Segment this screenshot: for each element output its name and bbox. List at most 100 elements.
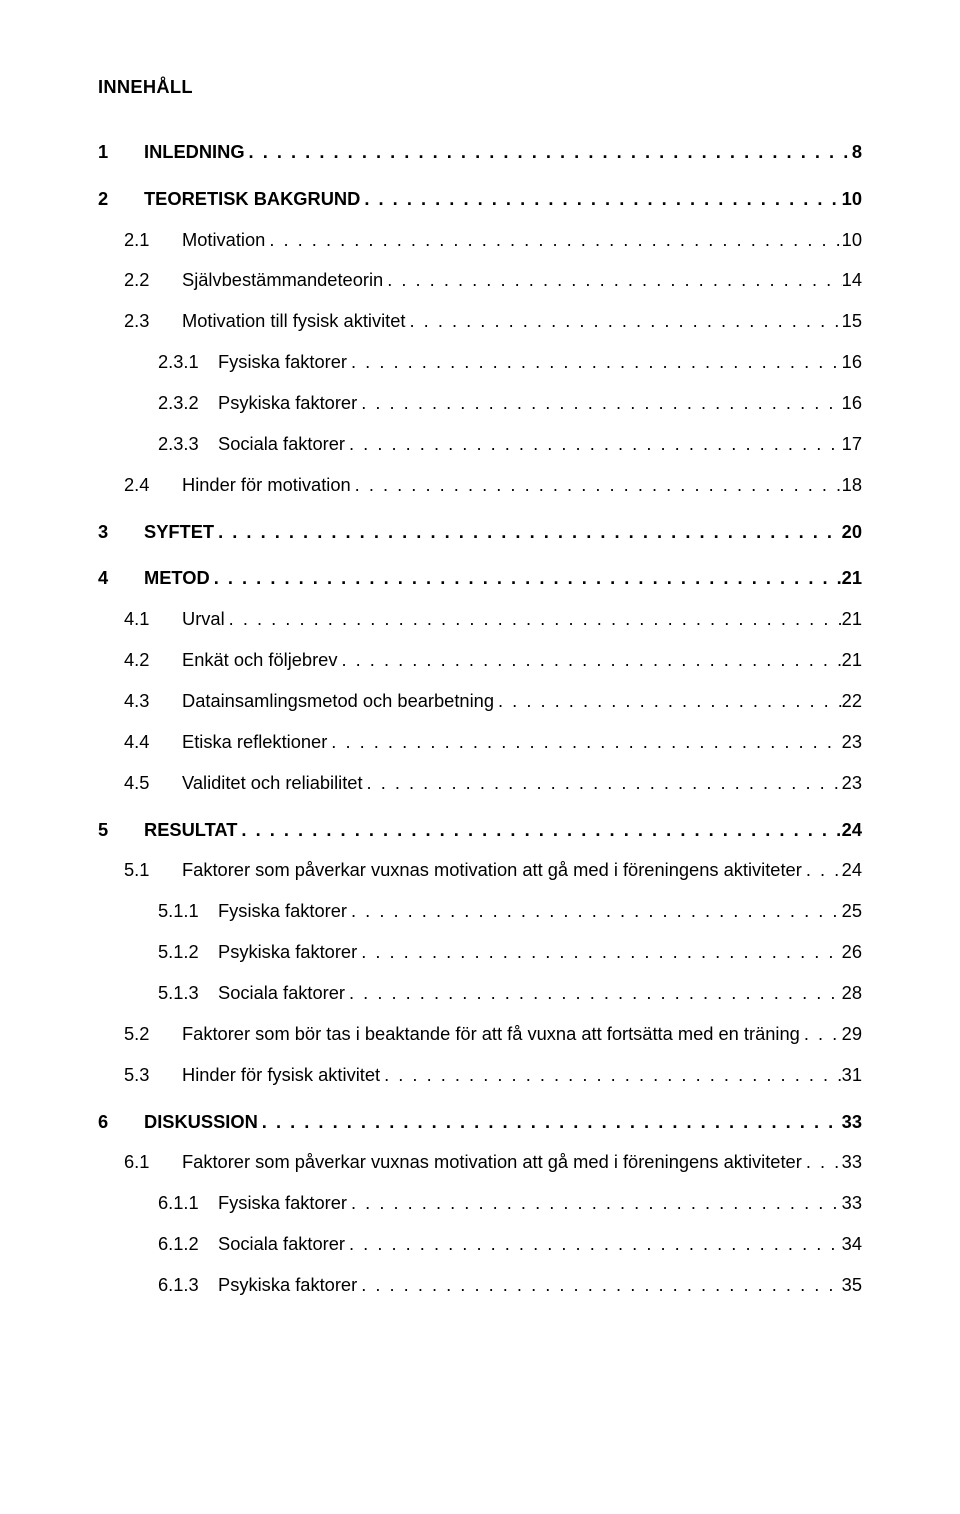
toc-entry: 4.2Enkät och följebrev. . . . . . . . . …	[98, 649, 862, 672]
toc-entry-text: Motivation till fysisk aktivitet	[182, 310, 406, 331]
toc-entry-number: 4.1	[124, 608, 168, 631]
toc-entry: 2.4 Hinder för motivation. . . . . . . . …	[98, 474, 862, 497]
toc-entry-leader: . . . . . . . . . . . . . . . . . . . . …	[494, 690, 842, 713]
toc-entry-page: 33	[842, 1111, 862, 1134]
toc-entry: 6.1.2Sociala faktorer. . . . . . . . . .…	[98, 1233, 862, 1256]
toc-entry: 5.3 Hinder för fysisk aktivitet. . . . . …	[98, 1064, 862, 1087]
toc-entry-leader: . . . . . . . . . . . . . . . . . . . . …	[327, 731, 841, 754]
toc-entry-number: 2.4	[124, 474, 168, 497]
toc-entry-text: Hinder för fysisk aktivitet	[182, 1064, 380, 1085]
toc-entry-text: RESULTAT	[144, 819, 237, 840]
toc-entry-number: 6.1.2	[158, 1233, 214, 1256]
toc-entry-label: 2TEORETISK BAKGRUND	[98, 188, 360, 211]
toc-entry-page: 26	[842, 941, 862, 964]
toc-entry-leader: . . . . . . . . . . . . . . . . . . . . …	[258, 1111, 842, 1134]
toc-entry-leader: . . . . . . . . . . . . . . . . . . . . …	[347, 1192, 842, 1215]
toc-entry-page: 21	[842, 608, 862, 631]
toc-entry-label: 5 RESULTAT	[98, 819, 237, 842]
toc-entry-leader: . . . . . . . . . . . . . . . . . . . . …	[380, 1064, 842, 1087]
toc-entry-label: 5.1.1Fysiska faktorer	[158, 900, 347, 923]
toc-entry-page: 24	[842, 859, 862, 882]
toc-entry-label: 2.3.2Psykiska faktorer	[158, 392, 357, 415]
toc-entry-label: 4.2 Enkät och följebrev	[124, 649, 337, 672]
toc-entry-page: 14	[842, 269, 862, 292]
toc-entry-number: 5.3	[124, 1064, 168, 1087]
toc-entry-leader: . . . . . . . . . . . . . . . . . . . . …	[345, 433, 842, 456]
toc-entry-text: Självbestämmandeteorin	[182, 269, 383, 290]
toc-entry-leader: . . . . . . . . . . . . . . . . . . . . …	[347, 351, 842, 374]
toc-entry: 1INLEDNING. . . . . . . . . . . . . . . …	[98, 141, 862, 164]
toc-entry-number: 5.1	[124, 859, 168, 882]
toc-entry: 6.1 Faktorer som påverkar vuxnas motivati…	[98, 1151, 862, 1174]
toc-entry-leader: . . . . . . . . . . . . . . . . . . . . …	[345, 1233, 842, 1256]
toc-entry-number: 2.3	[124, 310, 168, 333]
toc-entry-label: 2.3 Motivation till fysisk aktivitet	[124, 310, 406, 333]
toc-entry-text: Sociala faktorer	[218, 1233, 345, 1254]
toc-entry: 4.4Etiska reflektioner. . . . . . . . . …	[98, 731, 862, 754]
toc-entry: 3 SYFTET. . . . . . . . . . . . . . . . .…	[98, 521, 862, 544]
toc-entry-number: 6.1	[124, 1151, 168, 1174]
toc-entry-text: TEORETISK BAKGRUND	[144, 188, 360, 209]
toc-entry-label: 6.1.1Fysiska faktorer	[158, 1192, 347, 1215]
toc-entry-leader: . . . . . . . . . . . . . . . . . . . . …	[237, 819, 841, 842]
toc-entry-text: INLEDNING	[144, 141, 245, 162]
toc-entry-number: 5.1.3	[158, 982, 214, 1005]
toc-entry: 5.1 Faktorer som påverkar vuxnas motivati…	[98, 859, 862, 882]
toc-entry-leader: . . . . . . . . . . . . . . . . . . . . …	[345, 982, 842, 1005]
toc-entry: 4METOD. . . . . . . . . . . . . . . . . …	[98, 567, 862, 590]
toc-entry: 4.1 Urval. . . . . . . . . . . . . . . . …	[98, 608, 862, 631]
toc-entry-leader: . . . . . . . . . . . . . . . . . . . . …	[802, 859, 842, 882]
toc-entry-leader: . . . . . . . . . . . . . . . . . . . . …	[800, 1023, 842, 1046]
toc-entry-number: 2.3.2	[158, 392, 214, 415]
toc-entry-number: 2.2	[124, 269, 168, 292]
toc-entry-text: Faktorer som påverkar vuxnas motivation …	[182, 859, 802, 880]
toc-entry-label: 1INLEDNING	[98, 141, 245, 164]
toc-entry: 2.3.2Psykiska faktorer. . . . . . . . . …	[98, 392, 862, 415]
toc-entry-number: 5.1.2	[158, 941, 214, 964]
toc-entry-number: 4.4	[124, 731, 168, 754]
toc-entry-page: 29	[842, 1023, 862, 1046]
toc-entry: 2.3.3Sociala faktorer. . . . . . . . . .…	[98, 433, 862, 456]
toc-entry-text: METOD	[144, 567, 210, 588]
toc-entry-leader: . . . . . . . . . . . . . . . . . . . . …	[406, 310, 842, 333]
toc-entry-page: 31	[842, 1064, 862, 1087]
toc-entry-number: 2.3.1	[158, 351, 214, 374]
toc-entry-text: Enkät och följebrev	[182, 649, 337, 670]
toc-entry-number: 3	[98, 521, 126, 544]
toc-entry-text: Fysiska faktorer	[218, 900, 347, 921]
toc-entry-label: 4.3Datainsamlingsmetod och bearbetning	[124, 690, 494, 713]
toc-entry-label: 4.4Etiska reflektioner	[124, 731, 327, 754]
toc-entry-page: 23	[842, 772, 862, 795]
toc-entry-page: 17	[842, 433, 862, 456]
toc-entry-leader: . . . . . . . . . . . . . . . . . . . . …	[351, 474, 842, 497]
toc-entry: 2.1Motivation. . . . . . . . . . . . . .…	[98, 229, 862, 252]
toc-entry-page: 22	[842, 690, 862, 713]
toc-entry-text: Sociala faktorer	[218, 433, 345, 454]
toc-entry-leader: . . . . . . . . . . . . . . . . . . . . …	[357, 1274, 841, 1297]
toc-entry-text: Fysiska faktorer	[218, 351, 347, 372]
toc-entry: 2.3 Motivation till fysisk aktivitet. . .…	[98, 310, 862, 333]
toc-entry-page: 21	[842, 649, 862, 672]
toc-entry-leader: . . . . . . . . . . . . . . . . . . . . …	[210, 567, 842, 590]
toc-entry: 6DISKUSSION. . . . . . . . . . . . . . .…	[98, 1111, 862, 1134]
toc-entry-text: SYFTET	[144, 521, 214, 542]
toc-entry-number: 6.1.3	[158, 1274, 214, 1297]
toc-entry: 5 RESULTAT. . . . . . . . . . . . . . . .…	[98, 819, 862, 842]
toc-entry-text: Faktorer som påverkar vuxnas motivation …	[182, 1151, 802, 1172]
toc-entry-page: 18	[842, 474, 862, 497]
toc-entry-number: 2.1	[124, 229, 168, 252]
toc-entry-leader: . . . . . . . . . . . . . . . . . . . . …	[245, 141, 852, 164]
toc-entry-leader: . . . . . . . . . . . . . . . . . . . . …	[383, 269, 841, 292]
toc-entry-leader: . . . . . . . . . . . . . . . . . . . . …	[214, 521, 842, 544]
toc-entry-text: Hinder för motivation	[182, 474, 351, 495]
toc-entry-text: Psykiska faktorer	[218, 392, 357, 413]
toc-entry-number: 5	[98, 819, 126, 842]
toc-entry-number: 5.1.1	[158, 900, 214, 923]
toc-entry-number: 4.2	[124, 649, 168, 672]
toc-entry-page: 15	[842, 310, 862, 333]
toc-entry-text: Urval	[182, 608, 225, 629]
toc-entry-leader: . . . . . . . . . . . . . . . . . . . . …	[225, 608, 842, 631]
toc-entry-number: 4.5	[124, 772, 168, 795]
toc-entry-number: 6.1.1	[158, 1192, 214, 1215]
toc-entry-page: 34	[842, 1233, 862, 1256]
